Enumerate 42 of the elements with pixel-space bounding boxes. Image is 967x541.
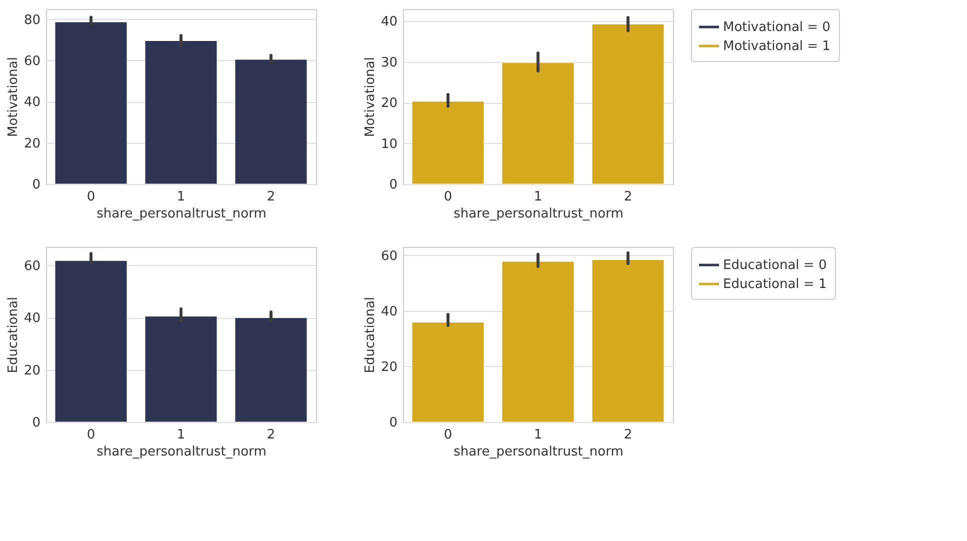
y-tick-label: 40	[380, 304, 398, 320]
x-axis-title: share_personaltrust_norm	[454, 206, 624, 222]
text: Educational = 1	[723, 277, 827, 292]
y-tick-label: 20	[24, 363, 40, 378]
x-tick-label: 1	[534, 428, 542, 442]
x-tick-label: 1	[176, 428, 186, 442]
y-tick-label: 60	[24, 258, 40, 274]
y-axis-title: Motivational	[6, 56, 21, 138]
x-tick-label: 2	[266, 190, 276, 204]
y-tick-label: 10	[380, 136, 398, 152]
y-tick-label: 40	[380, 14, 398, 30]
y-axis-title: Educational	[362, 296, 378, 374]
y-tick-label: 0	[32, 178, 40, 192]
y-tick-label: 40	[24, 95, 40, 110]
x-tick-label: 0	[444, 428, 452, 442]
text: Motivational = 0	[723, 20, 830, 35]
text: Educational = 0	[723, 258, 827, 273]
x-axis-title: share_personaltrust_norm	[96, 206, 266, 222]
y-tick-label: 30	[380, 55, 398, 70]
y-tick-label: 0	[32, 416, 40, 430]
text: Motivational = 1	[723, 39, 830, 54]
y-tick-label: 0	[389, 416, 398, 430]
y-tick-label: 20	[380, 96, 398, 112]
y-tick-label: 40	[24, 311, 40, 326]
y-tick-label: 60	[24, 54, 40, 69]
y-tick-label: 80	[24, 12, 40, 28]
y-tick-label: 0	[389, 178, 398, 192]
y-tick-label: 20	[380, 360, 398, 375]
x-tick-label: 0	[444, 190, 452, 204]
x-axis-title: share_personaltrust_norm	[96, 444, 266, 460]
x-tick-label: 0	[86, 190, 96, 204]
x-tick-label: 2	[624, 190, 632, 204]
x-tick-label: 2	[624, 428, 632, 442]
x-tick-label: 1	[534, 190, 542, 204]
x-tick-label: 0	[86, 428, 96, 442]
y-axis-title: Motivational	[362, 56, 378, 138]
y-axis-title: Educational	[6, 296, 21, 374]
y-tick-label: 60	[380, 248, 398, 264]
x-tick-label: 1	[176, 190, 186, 204]
x-tick-label: 2	[266, 428, 276, 442]
x-axis-title: share_personaltrust_norm	[454, 444, 624, 460]
y-tick-label: 20	[24, 136, 40, 152]
